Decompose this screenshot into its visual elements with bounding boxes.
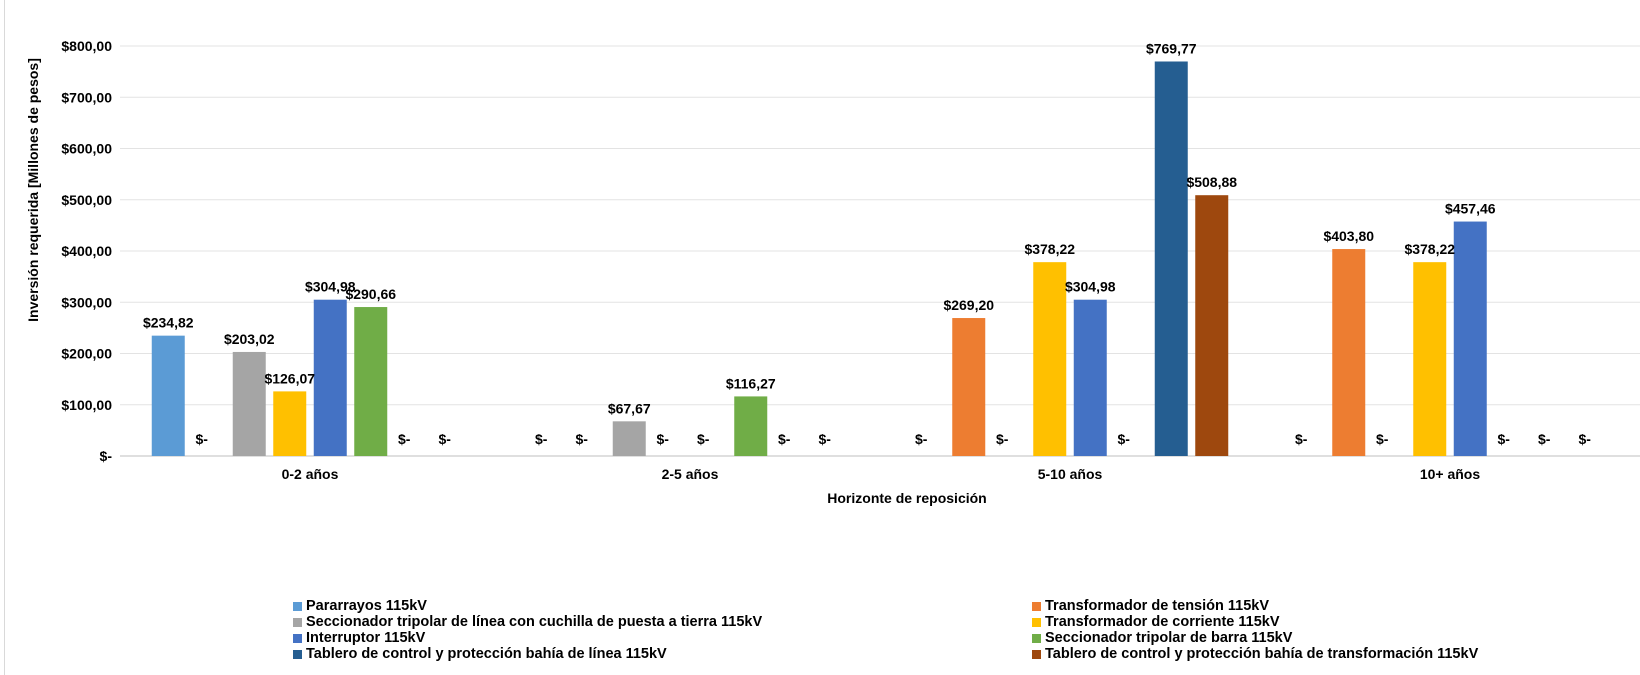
data-label: $- (576, 431, 589, 447)
y-tick-label: $600,00 (61, 141, 112, 157)
x-tick-label: 0-2 años (282, 466, 339, 482)
bar (612, 421, 646, 456)
data-label: $203,02 (224, 331, 275, 347)
y-tick-label: $500,00 (61, 192, 112, 208)
data-label: $- (1376, 431, 1389, 447)
bar (232, 351, 266, 456)
data-label: $- (915, 431, 928, 447)
data-label: $769,77 (1146, 40, 1197, 56)
y-tick-label: $100,00 (61, 397, 112, 413)
bar (273, 391, 307, 456)
gridlines (120, 45, 1640, 457)
data-label: $126,07 (264, 370, 315, 386)
legend-label: Transformador de tensión 115kV (1045, 598, 1270, 614)
x-tick-label: 10+ años (1420, 466, 1481, 482)
data-label: $- (778, 431, 791, 447)
bar (734, 396, 768, 456)
bar (1413, 262, 1447, 456)
legend-label: Tablero de control y protección bahía de… (306, 646, 667, 662)
legend-label: Seccionador tripolar de línea con cuchil… (306, 614, 763, 630)
legend-swatch (293, 617, 302, 627)
data-label: $508,88 (1186, 174, 1237, 190)
legend-item: Seccionador tripolar de línea con cuchil… (293, 614, 762, 630)
legend-label: Seccionador tripolar de barra 115kV (1045, 630, 1293, 646)
data-label: $378,22 (1024, 241, 1075, 257)
data-label: $- (196, 431, 209, 447)
bar (1154, 61, 1188, 457)
legend-label: Pararrayos 115kV (306, 598, 427, 614)
legend-left-column: Pararrayos 115kV Seccionador tripolar de … (293, 598, 762, 662)
legend-item: Interruptor 115kV (293, 630, 762, 646)
data-label: $116,27 (726, 375, 776, 391)
bars (151, 61, 1487, 457)
y-axis-ticks: $- $100,00 $200,00 $300,00 $400,00 $500,00 $60… (61, 38, 112, 464)
bar (313, 299, 347, 456)
legend-item: Transformador de tensión 115kV (1032, 598, 1478, 614)
legend-swatch (1032, 649, 1041, 659)
legend-label: Tablero de control y protección bahía de… (1045, 646, 1479, 662)
bar (151, 335, 185, 456)
data-label: $290,66 (345, 286, 396, 302)
legend-item: Tablero de control y protección bahía de… (1032, 646, 1478, 662)
data-label: $67,67 (608, 400, 651, 416)
bar (354, 307, 388, 456)
data-label: $- (1538, 431, 1551, 447)
y-axis-label: Inversión requerida [Millones de pesos] (25, 58, 41, 322)
x-axis-ticks: 0-2 años 2-5 años 5-10 años 10+ años (282, 466, 1481, 482)
data-label: $- (1498, 431, 1511, 447)
y-tick-label: $700,00 (61, 89, 112, 105)
bar (952, 318, 986, 456)
y-tick-label: $800,00 (61, 38, 112, 54)
y-tick-label: $300,00 (61, 294, 112, 310)
bar (1195, 195, 1229, 456)
legend-swatch (1032, 601, 1041, 611)
legend-swatch (1032, 633, 1041, 643)
data-label: $234,82 (143, 315, 194, 331)
bar (1332, 249, 1366, 456)
data-label: $- (1579, 431, 1592, 447)
data-label: $304,98 (1065, 279, 1116, 295)
data-label: $378,22 (1404, 241, 1455, 257)
y-tick-label: $400,00 (61, 243, 112, 259)
data-label: $- (657, 431, 670, 447)
bar (1033, 262, 1067, 456)
legend-label: Interruptor 115kV (306, 630, 426, 646)
data-label: $- (1295, 431, 1308, 447)
legend-label: Transformador de corriente 115kV (1045, 614, 1280, 630)
y-tick-label: $200,00 (61, 346, 112, 362)
data-label: $- (996, 431, 1009, 447)
data-labels: $234,82$-$203,02$126,07$304,98$290,66$- $… (143, 40, 1591, 447)
x-axis-label: Horizonte de reposición (827, 490, 986, 506)
legend-item: Tablero de control y protección bahía de… (293, 646, 762, 662)
chart-frame-edge (4, 0, 5, 675)
legend-right-column: Transformador de tensión 115kV Transforma… (1032, 598, 1478, 662)
data-label: $- (819, 431, 832, 447)
x-tick-label: 2-5 años (662, 466, 719, 482)
legend-item: Transformador de corriente 115kV (1032, 614, 1478, 630)
data-label: $- (535, 431, 548, 447)
legend-item: Seccionador tripolar de barra 115kV (1032, 630, 1478, 646)
data-label: $- (439, 431, 452, 447)
data-label: $304,98 (305, 279, 356, 295)
data-label: $269,20 (943, 297, 994, 313)
legend-swatch (1032, 617, 1041, 627)
data-label: $- (398, 431, 411, 447)
x-tick-label: 5-10 años (1038, 466, 1103, 482)
legend-swatch (293, 649, 302, 659)
data-label: $- (697, 431, 710, 447)
y-tick-label: $- (100, 448, 113, 464)
legend-item: Pararrayos 115kV (293, 598, 762, 614)
data-label: $457,46 (1445, 201, 1496, 217)
legend-swatch (293, 601, 302, 611)
bar (1073, 299, 1107, 456)
legend-swatch (293, 633, 302, 643)
data-label: $- (1118, 431, 1131, 447)
bar (1453, 221, 1487, 456)
data-label: $403,80 (1323, 228, 1374, 244)
